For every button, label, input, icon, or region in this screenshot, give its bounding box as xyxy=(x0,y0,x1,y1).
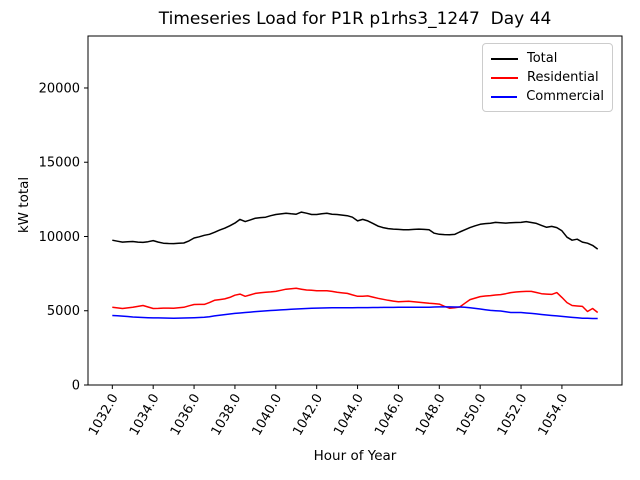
total-line-swatch-icon xyxy=(491,57,518,60)
y-tick-label: 10000 xyxy=(39,230,80,245)
y-tick-label: 0 xyxy=(72,379,80,394)
x-tick-label: 1048.0 xyxy=(413,392,449,439)
legend-label-residential: Residential xyxy=(527,70,599,85)
legend-entry-residential: Residential xyxy=(491,68,604,87)
x-tick-label: 1044.0 xyxy=(331,392,367,439)
legend-label-total: Total xyxy=(527,51,558,66)
legend-entry-commercial: Commercial xyxy=(491,87,604,106)
x-tick-label: 1034.0 xyxy=(127,392,163,439)
y-tick-label: 5000 xyxy=(47,304,80,319)
y-axis-label: kW total xyxy=(16,176,32,234)
legend: Total Residential Commercial xyxy=(482,43,613,112)
commercial-line-swatch-icon xyxy=(491,95,518,98)
series-total-line xyxy=(112,211,599,250)
y-tick-label: 20000 xyxy=(39,81,80,96)
x-tick-label: 1054.0 xyxy=(536,392,572,439)
x-tick-label: 1032.0 xyxy=(86,392,122,439)
x-axis-label: Hour of Year xyxy=(313,448,397,464)
residential-line-swatch-icon xyxy=(491,76,518,79)
legend-entry-total: Total xyxy=(491,49,604,68)
y-tick-label: 15000 xyxy=(39,156,80,171)
series-residential-line xyxy=(112,287,599,314)
x-tick-label: 1052.0 xyxy=(495,392,531,439)
x-tick-label: 1046.0 xyxy=(372,392,408,439)
x-tick-label: 1042.0 xyxy=(290,392,326,439)
chart-title: Timeseries Load for P1R p1rhs3_1247 Day … xyxy=(158,9,552,29)
x-tick-label: 1040.0 xyxy=(250,392,286,439)
series-commercial-line xyxy=(112,306,598,320)
x-tick-label: 1050.0 xyxy=(454,392,490,439)
x-tick-label: 1036.0 xyxy=(168,392,204,439)
x-tick-label: 1038.0 xyxy=(209,392,245,439)
legend-label-commercial: Commercial xyxy=(526,89,604,104)
